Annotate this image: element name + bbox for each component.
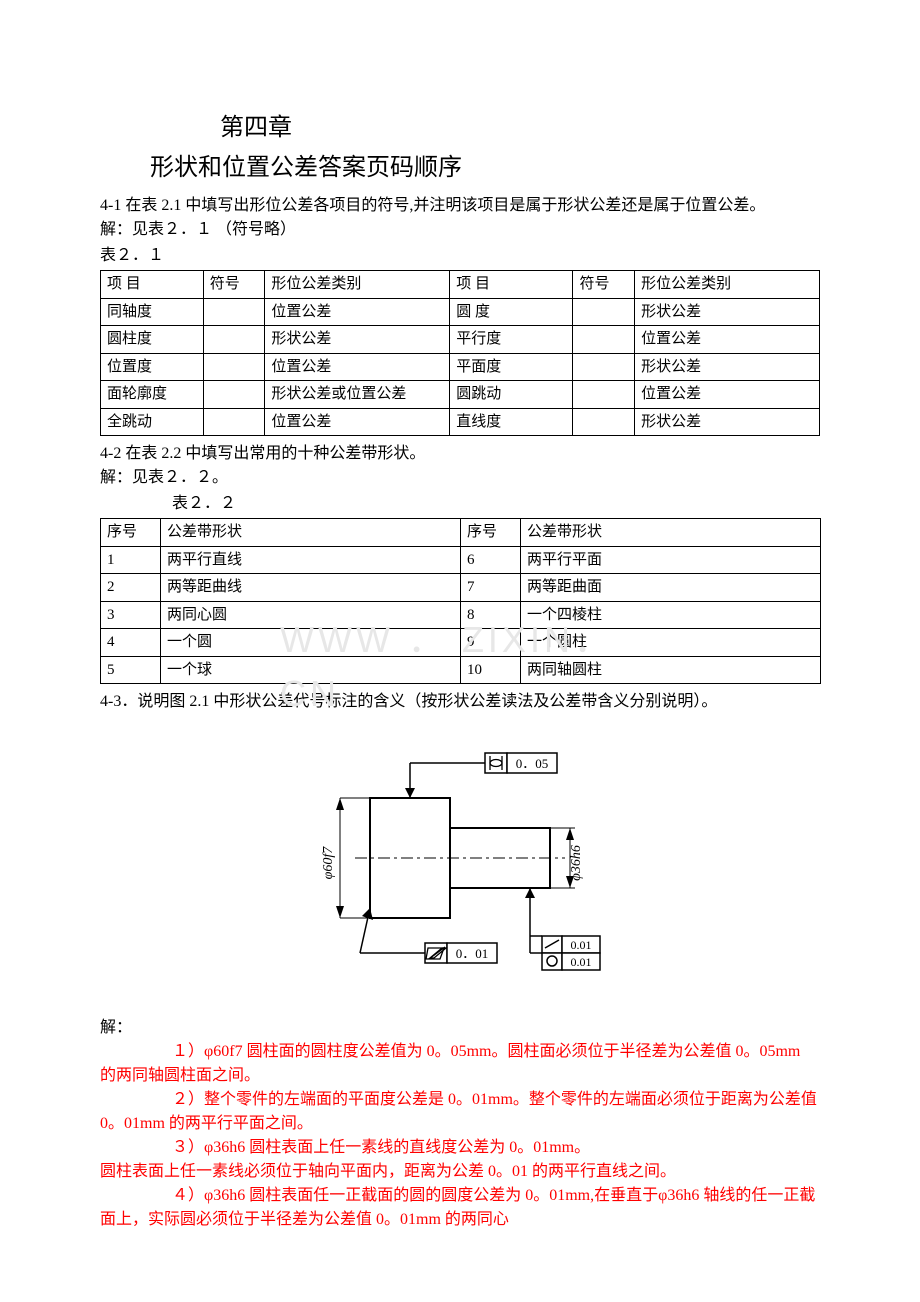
th: 公差带形状 bbox=[521, 519, 821, 547]
table-row: 序号 公差带形状 序号 公差带形状 bbox=[101, 519, 821, 547]
dim-phi60f7: φ60f7 bbox=[321, 846, 336, 880]
table-row: 圆柱度形状公差平行度位置公差 bbox=[101, 326, 820, 354]
table-row: 3两同心圆8一个四棱柱 bbox=[101, 601, 821, 629]
table-2-1: 项 目 符号 形位公差类别 项 目 符号 形位公差类别 同轴度位置公差圆 度形状… bbox=[100, 270, 820, 436]
table-row: 面轮廓度形状公差或位置公差圆跳动位置公差 bbox=[101, 381, 820, 409]
th: 公差带形状 bbox=[161, 519, 461, 547]
answer-p4: ４）φ36h6 圆柱表面任一正截面的圆的圆度公差为 0。01mm,在垂直于φ36… bbox=[100, 1184, 820, 1232]
q41-text: 在表 2.1 中填写出形位公差各项目的符号,并注明该项目是属于形状公差还是属于位… bbox=[121, 197, 765, 214]
dim-phi36h6: φ36h6 bbox=[569, 845, 584, 881]
q43-text: 说明图 2.1 中形状公差代号标注的含义（按形状公差读法及公差带含义分别说明）。 bbox=[137, 693, 717, 710]
q41-num: 4-1 bbox=[100, 197, 121, 214]
table-row: 4一个圆9一个圆柱 bbox=[101, 629, 821, 657]
answer-label: 解： bbox=[100, 1016, 820, 1040]
th: 序号 bbox=[101, 519, 161, 547]
table-row: 全跳动位置公差直线度形状公差 bbox=[101, 408, 820, 436]
th: 序号 bbox=[461, 519, 521, 547]
figure-2-1: φ60f7 φ36h6 0．05 0．01 bbox=[100, 738, 820, 996]
q42-num: 4-2 bbox=[100, 445, 121, 462]
q43-num: 4-3． bbox=[100, 693, 137, 710]
th: 符号 bbox=[203, 271, 265, 299]
tol1-value: 0．05 bbox=[516, 756, 549, 771]
table-2-2: 序号 公差带形状 序号 公差带形状 1两平行直线6两平行平面 2两等距曲线7两等… bbox=[100, 518, 821, 684]
answer-p3a: ３）φ36h6 圆柱表面上任一素线的直线度公差为 0。01mm。 bbox=[100, 1136, 820, 1160]
answer-p1: １）φ60f7 圆柱面的圆柱度公差值为 0。05mm。圆柱面必须位于半径差为公差… bbox=[100, 1040, 820, 1088]
q42-answer: 解：见表２．２。 bbox=[100, 466, 820, 490]
table-row: 项 目 符号 形位公差类别 项 目 符号 形位公差类别 bbox=[101, 271, 820, 299]
q41-caption: 表２．１ bbox=[100, 244, 820, 268]
table-row: 1两平行直线6两平行平面 bbox=[101, 546, 821, 574]
question-4-1: 4-1 在表 2.1 中填写出形位公差各项目的符号,并注明该项目是属于形状公差还… bbox=[100, 194, 820, 218]
th: 项 目 bbox=[101, 271, 204, 299]
tol3a-value: 0.01 bbox=[571, 938, 592, 952]
question-4-3: 4-3．说明图 2.1 中形状公差代号标注的含义（按形状公差读法及公差带含义分别… bbox=[100, 690, 820, 714]
table-row: 2两等距曲线7两等距曲面 bbox=[101, 574, 821, 602]
q42-caption: 表２．２ bbox=[100, 492, 820, 516]
tol2-value: 0．01 bbox=[456, 946, 489, 961]
section-title: 形状和位置公差答案页码顺序 bbox=[100, 150, 820, 186]
engineering-drawing-icon: φ60f7 φ36h6 0．05 0．01 bbox=[280, 738, 640, 988]
q42-text: 在表 2.2 中填写出常用的十种公差带形状。 bbox=[121, 445, 425, 462]
table-row: 位置度位置公差平面度形状公差 bbox=[101, 353, 820, 381]
th: 符号 bbox=[573, 271, 635, 299]
chapter-title: 第四章 bbox=[100, 110, 820, 146]
table-row: 同轴度位置公差圆 度形状公差 bbox=[101, 298, 820, 326]
th: 形位公差类别 bbox=[265, 271, 450, 299]
th: 形位公差类别 bbox=[635, 271, 820, 299]
table-row: 5一个球10两同轴圆柱 bbox=[101, 656, 821, 684]
q41-answer: 解：见表２．１ （符号略） bbox=[100, 218, 820, 242]
answer-p3b: 圆柱表面上任一素线必须位于轴向平面内，距离为公差 0。01 的两平行直线之间。 bbox=[100, 1160, 820, 1184]
th: 项 目 bbox=[450, 271, 573, 299]
question-4-2: 4-2 在表 2.2 中填写出常用的十种公差带形状。 bbox=[100, 442, 820, 466]
answer-p2: ２）整个零件的左端面的平面度公差是 0。01mm。整个零件的左端面必须位于距离为… bbox=[100, 1088, 820, 1136]
tol3b-value: 0.01 bbox=[571, 955, 592, 969]
